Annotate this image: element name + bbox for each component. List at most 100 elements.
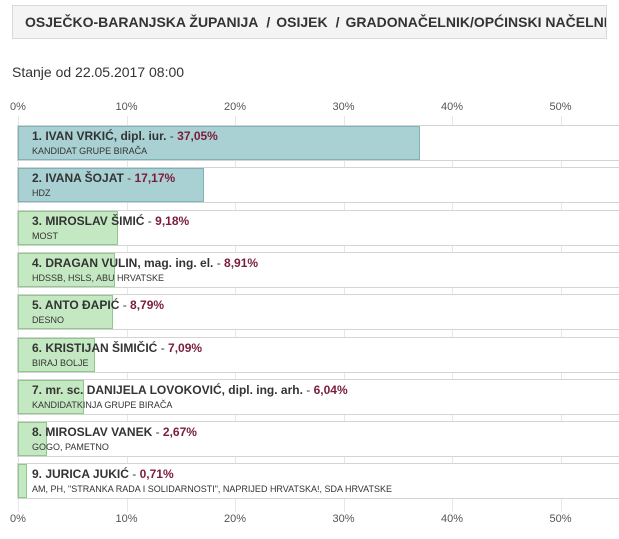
candidate-row: 9. JURICA JUKIĆ - 0,71% AM, PH, "STRANKA … [17, 463, 619, 499]
candidate-party: MOST [32, 231, 58, 241]
candidate-info: 4. DRAGAN VULIN, mag. ing. el. - 8,91% HD… [32, 256, 258, 285]
result-bar [18, 422, 47, 456]
candidate-info: 2. IVANA ŠOJAT - 17,17% HDZ [32, 171, 175, 200]
candidate-info: 7. mr. sc. DANIJELA LOVOKOVIĆ, dipl. ing… [32, 383, 348, 412]
candidate-percent: 8,91% [224, 256, 259, 270]
breadcrumb-county[interactable]: OSJEČKO-BARANJSKA ŽUPANIJA [25, 14, 259, 30]
dash-separator: - [152, 425, 163, 439]
x-tick-label: 50% [549, 101, 572, 113]
candidate-line: 9. JURICA JUKIĆ - 0,71% [32, 467, 392, 482]
candidate-info: 6. KRISTIJAN ŠIMIČIĆ - 7,09% BIRAJ BOLJE [32, 341, 202, 370]
candidate-percent: 0,71% [139, 467, 174, 481]
candidate-line: 6. KRISTIJAN ŠIMIČIĆ - 7,09% [32, 341, 202, 356]
breadcrumb-office[interactable]: GRADONAČELNIK/OPĆINSKI NAČELNIK [345, 14, 607, 30]
candidate-party: DESNO [32, 315, 65, 325]
result-bar [18, 168, 205, 202]
dash-separator: - [213, 256, 225, 270]
candidate-rank: 1. [32, 129, 46, 143]
candidate-row: 5. ANTO ĐAPIĆ - 8,79% DESNO [17, 294, 619, 330]
candidate-party: GOGO, PAMETNO [32, 442, 109, 452]
candidate-name: JURICA JUKIĆ [45, 467, 129, 481]
candidate-percent: 17,17% [134, 171, 176, 185]
candidate-party: KANDIDATKINJA GRUPE BIRAČA [32, 400, 173, 410]
x-tick-label: 50% [549, 513, 572, 525]
candidate-line: 5. ANTO ĐAPIĆ - 8,79% [32, 298, 164, 313]
candidate-line: 1. IVAN VRKIĆ, dipl. iur. - 37,05% [32, 129, 218, 144]
dash-separator: - [123, 171, 135, 185]
candidate-rank: 7. [32, 383, 46, 397]
breadcrumb-city[interactable]: OSIJEK [276, 14, 328, 30]
candidate-name: IVAN VRKIĆ, dipl. iur. [45, 129, 167, 143]
dash-separator: - [144, 214, 156, 228]
candidate-name: mr. sc. DANIJELA LOVOKOVIĆ, dipl. ing. a… [45, 383, 303, 397]
candidate-rank: 5. [32, 298, 45, 312]
candidate-row: 1. IVAN VRKIĆ, dipl. iur. - 37,05% KANDID… [17, 125, 619, 161]
candidate-row: 8. MIROSLAV VANEK - 2,67% GOGO, PAMETNO [17, 421, 619, 457]
candidate-line: 4. DRAGAN VULIN, mag. ing. el. - 8,91% [32, 256, 258, 271]
candidate-party: HDSSB, HSLS, ABU HRVATSKE [32, 273, 165, 283]
candidate-line: 7. mr. sc. DANIJELA LOVOKOVIĆ, dipl. ing… [32, 383, 348, 398]
candidate-percent: 2,67% [162, 425, 197, 439]
dash-separator: - [302, 383, 314, 397]
candidate-info: 3. MIROSLAV ŠIMIĆ - 9,18% MOST [32, 214, 189, 243]
x-axis-bottom: 0% 10% 20% 30% 40% 50% [0, 513, 619, 529]
candidate-party: BIRAJ BOLJE [32, 358, 89, 368]
candidate-row: 3. MIROSLAV ŠIMIĆ - 9,18% MOST [17, 210, 619, 246]
candidate-line: 8. MIROSLAV VANEK - 2,67% [32, 425, 197, 440]
candidate-row: 2. IVANA ŠOJAT - 17,17% HDZ [17, 167, 619, 203]
candidate-percent: 7,09% [168, 341, 203, 355]
x-tick-label: 20% [223, 513, 247, 525]
result-bar [18, 211, 118, 245]
x-tick-label: 40% [440, 513, 464, 525]
breadcrumb-separator: / [335, 14, 340, 30]
candidate-rank: 6. [32, 341, 46, 355]
candidate-party: KANDIDAT GRUPE BIRAČA [32, 146, 148, 156]
x-tick-label: 10% [115, 513, 138, 525]
candidate-percent: 9,18% [155, 214, 190, 228]
candidate-rank: 3. [32, 214, 46, 228]
result-bar [18, 380, 84, 414]
breadcrumb-separator: / [266, 14, 271, 30]
candidate-party: AM, PH, "STRANKA RADA I SOLIDARNOSTI", N… [32, 484, 392, 494]
candidate-rank: 4. [32, 256, 46, 270]
x-tick-label: 10% [115, 101, 138, 113]
x-tick-label: 0% [10, 513, 26, 525]
candidate-row: 4. DRAGAN VULIN, mag. ing. el. - 8,91% HD… [17, 252, 619, 288]
result-bar [18, 295, 114, 329]
result-bar [18, 126, 420, 160]
candidate-name: MIROSLAV VANEK [45, 425, 153, 439]
candidate-info: 1. IVAN VRKIĆ, dipl. iur. - 37,05% KANDID… [32, 129, 218, 158]
candidate-line: 2. IVANA ŠOJAT - 17,17% [32, 171, 175, 186]
candidate-row: 7. mr. sc. DANIJELA LOVOKOVIĆ, dipl. ing… [17, 379, 619, 415]
x-tick-label: 30% [332, 101, 355, 113]
candidate-rank: 2. [32, 171, 46, 185]
x-tick-label: 30% [332, 513, 355, 525]
candidate-name: MIROSLAV ŠIMIĆ [45, 214, 145, 228]
candidate-row: 6. KRISTIJAN ŠIMIČIĆ - 7,09% BIRAJ BOLJE [17, 337, 619, 373]
candidate-name: IVANA ŠOJAT [45, 171, 124, 185]
x-tick-label: 20% [223, 101, 247, 113]
candidate-name: KRISTIJAN ŠIMIČIĆ [45, 341, 158, 355]
candidate-info: 8. MIROSLAV VANEK - 2,67% GOGO, PAMETNO [32, 425, 197, 454]
status-timestamp: Stanje od 22.05.2017 08:00 [12, 64, 185, 80]
candidate-name: ANTO ĐAPIĆ [44, 298, 120, 312]
dash-separator: - [119, 298, 131, 312]
dash-separator: - [157, 341, 169, 355]
x-tick-label: 0% [10, 101, 26, 113]
candidate-rank: 9. [32, 467, 46, 481]
result-bar [18, 253, 115, 287]
candidate-info: 9. JURICA JUKIĆ - 0,71% AM, PH, "STRANKA … [32, 467, 392, 496]
dash-separator: - [128, 467, 140, 481]
x-axis-top: 0% 10% 20% 30% 40% 50% [0, 101, 619, 117]
candidate-percent: 37,05% [177, 129, 218, 143]
result-bar [18, 464, 27, 498]
x-tick-label: 40% [440, 101, 464, 113]
result-bar [18, 338, 95, 372]
candidate-name: DRAGAN VULIN, mag. ing. el. [45, 256, 214, 270]
candidate-info: 5. ANTO ĐAPIĆ - 8,79% DESNO [32, 298, 164, 327]
breadcrumb: OSJEČKO-BARANJSKA ŽUPANIJA / OSIJEK / GRADON… [12, 5, 607, 39]
candidate-rank: 8. [32, 425, 46, 439]
dash-separator: - [166, 129, 178, 143]
candidate-percent: 6,04% [313, 383, 348, 397]
candidate-percent: 8,79% [130, 298, 165, 312]
